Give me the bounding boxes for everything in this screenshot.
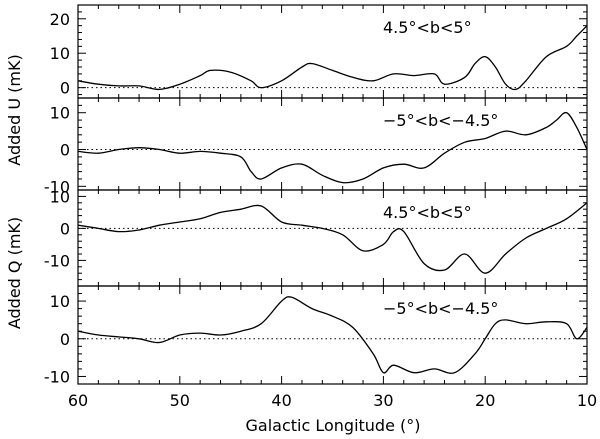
x-tick-label: 50: [170, 391, 190, 410]
panel-annotation: −5°<b<−4.5°: [383, 299, 498, 318]
panel-frame: [77, 285, 588, 385]
panel-3: -10 0 10 4.5°<b<5°: [44, 187, 588, 287]
panel-annotation: 4.5°<b<5°: [383, 18, 472, 37]
y-tick-label: -10: [44, 367, 70, 386]
series-line: [78, 202, 587, 274]
panel-annotation: 4.5°<b<5°: [383, 203, 472, 222]
y-axis-label-top: Added U (mK): [5, 54, 24, 165]
y-tick-label: 20: [50, 10, 70, 29]
y-tick-label: 10: [50, 292, 70, 311]
y-tick-label: 0: [60, 330, 70, 349]
y-tick-label: 0: [60, 141, 70, 160]
series-line: [78, 111, 587, 184]
x-axis-label: Galactic Longitude (°): [246, 416, 421, 435]
y-tick-label: -10: [44, 177, 70, 196]
x-tick-label: 20: [475, 391, 495, 410]
panel-frame: [77, 97, 588, 191]
x-tick-label: 30: [373, 391, 393, 410]
y-tick-label: -10: [44, 251, 70, 270]
x-tick-label: 10: [577, 391, 597, 410]
panel-frame: [77, 189, 588, 287]
panel-1: 0 10 20 4.5°<b<5°: [50, 4, 588, 99]
y-axis-label-bottom: Added Q (mK): [5, 217, 24, 329]
x-tick-label: 40: [271, 391, 291, 410]
panel-2: -10 0 10 −5°<b<−4.5°: [44, 97, 588, 196]
y-tick-label: 0: [60, 79, 70, 98]
series-line: [78, 25, 587, 91]
x-tick-label: 60: [68, 391, 88, 410]
panel-frame: [77, 4, 588, 99]
panel-annotation: −5°<b<−4.5°: [383, 111, 498, 130]
y-tick-label: 10: [50, 104, 70, 123]
panel-4: -10 0 10 −5°<b<−4.5°: [44, 285, 588, 386]
series-line: [78, 296, 587, 374]
y-tick-label: 0: [60, 219, 70, 238]
y-tick-label: 10: [50, 44, 70, 63]
y-tick-label: 10: [50, 187, 70, 206]
